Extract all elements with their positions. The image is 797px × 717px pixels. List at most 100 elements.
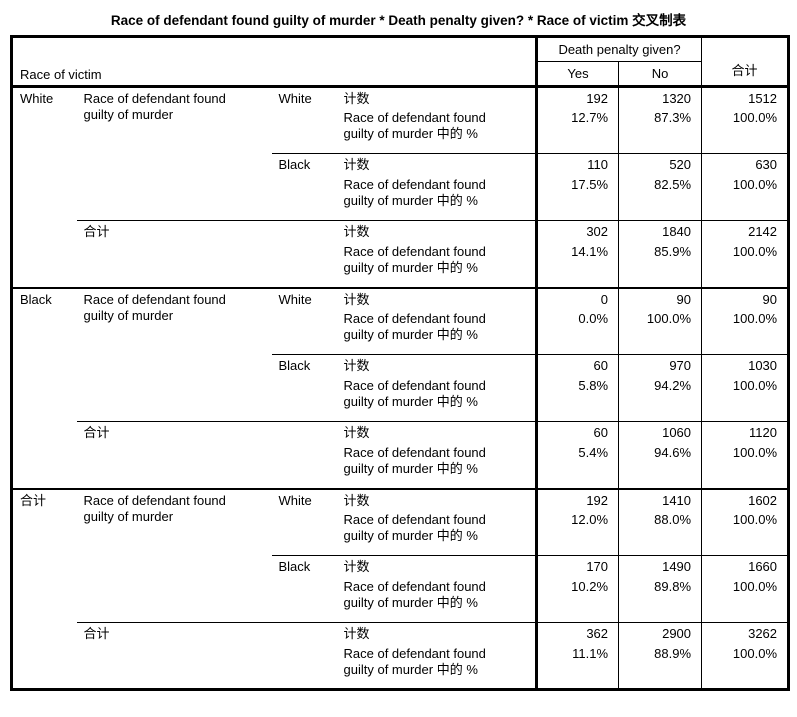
percent-yes-cell: 17.5% [535,175,619,221]
percent-no-cell: 88.9% [618,644,702,690]
table-row: 合计 计数 302 1840 2142 [12,220,789,288]
percent-stat-label: Race of defendant found guilty of murder… [337,310,537,355]
count-stat-label: 计数 [336,85,537,109]
percent-stat-label: Race of defendant found guilty of murder… [337,243,537,288]
total-column-header: 合计 [701,36,789,88]
percent-stat-line2: guilty of murder 中的 % [343,393,478,409]
percent-stat-label: Race of defendant found guilty of murder… [337,176,537,221]
percent-no-cell: 88.0% [618,510,702,556]
table-row: Black 计数 110 520 630 [12,153,789,221]
defendant-variable-line2: guilty of murder [83,307,174,323]
percent-total-cell: 100.0% [701,309,789,355]
percent-total-cell: 100.0% [701,242,789,288]
percent-no-cell: 89.8% [618,577,702,623]
defendant-variable-label: Race of defendant found guilty of murder [76,487,272,623]
percent-yes-cell: 14.1% [535,242,619,288]
count-yes-cell: 60 [535,354,619,377]
table-row: 合计 Race of defendant found guilty of mur… [11,487,789,690]
defendant-category-label: White [271,286,337,355]
percent-stat-label: Race of defendant found guilty of murder… [337,377,537,422]
percent-stat-line2: guilty of murder 中的 % [343,259,478,275]
percent-no-cell: 82.5% [618,175,702,221]
percent-stat-line1: Race of defendant found [343,176,486,192]
victim-label: White [11,85,77,288]
table-row: Race of defendant found guilty of murder… [12,443,789,489]
count-no-cell: 970 [618,354,702,377]
count-total-cell: 1030 [701,354,789,377]
table-row: Race of defendant found guilty of murder… [12,242,789,288]
percent-total-cell: 100.0% [701,443,789,489]
victim-label: 合计 [11,487,77,690]
column-dimension-header: Death penalty given? [535,36,702,62]
defendant-category-label: White [271,487,337,556]
percent-stat-line1: Race of defendant found [343,511,486,527]
column-header-yes: Yes [535,61,619,88]
table-row: Race of defendant found guilty of murder… [12,577,789,623]
defendant-variable-label: Race of defendant found guilty of murder [76,85,272,221]
defendant-variable-line1: Race of defendant found [83,291,226,307]
count-stat-label: 计数 [336,286,537,310]
percent-stat-line1: Race of defendant found [343,310,486,326]
section-total-label: 合计 [76,622,337,690]
count-no-cell: 2900 [618,622,702,645]
percent-stat-line1: Race of defendant found [343,243,486,259]
count-yes-cell: 110 [535,153,619,176]
table-row: Race of defendant found guilty of murder… [12,309,789,355]
count-stat-label: 计数 [336,487,537,511]
percent-stat-line2: guilty of murder 中的 % [343,527,478,543]
percent-stat-line1: Race of defendant found [343,444,486,460]
percent-stat-line1: Race of defendant found [343,578,486,594]
table-row: Race of defendant found guilty of murder… [12,376,789,422]
percent-total-cell: 100.0% [701,577,789,623]
count-yes-cell: 60 [535,421,619,444]
defendant-variable-label: Race of defendant found guilty of murder [76,286,272,422]
percent-stat-label: Race of defendant found guilty of murder… [337,109,537,154]
column-header-no: No [618,61,702,88]
percent-stat-line2: guilty of murder 中的 % [343,594,478,610]
defendant-variable-line2: guilty of murder [83,107,174,122]
percent-stat-label: Race of defendant found guilty of murder… [337,578,537,623]
count-yes-cell: 192 [535,487,619,511]
percent-total-cell: 100.0% [701,108,789,154]
table-row: Race of defendant found guilty of murder… [12,510,789,556]
percent-total-cell: 100.0% [701,376,789,422]
percent-stat-line2: guilty of murder 中的 % [343,460,478,476]
count-no-cell: 1320 [618,85,702,109]
defendant-category-label: Black [271,555,337,623]
count-total-cell: 90 [701,286,789,310]
percent-yes-cell: 5.8% [535,376,619,422]
defendant-category-label: Black [271,354,337,422]
table-row: 合计 计数 362 2900 3262 [12,622,789,690]
percent-stat-line2: guilty of murder 中的 % [343,661,478,677]
table-title: Race of defendant found guilty of murder… [110,13,687,28]
count-no-cell: 1840 [618,220,702,243]
table-row: Black 计数 170 1490 1660 [12,555,789,623]
percent-total-cell: 100.0% [701,644,789,690]
percent-total-cell: 100.0% [701,175,789,221]
count-total-cell: 2142 [701,220,789,243]
count-no-cell: 90 [618,286,702,310]
percent-stat-line1: Race of defendant found [343,645,486,661]
section-total-label: 合计 [76,220,337,288]
percent-stat-line1: Race of defendant found [343,109,486,125]
table-row: 合计 计数 60 1060 1120 [12,421,789,489]
count-total-cell: 630 [701,153,789,176]
percent-yes-cell: 10.2% [535,577,619,623]
percent-total-cell: 100.0% [701,510,789,556]
count-yes-cell: 362 [535,622,619,645]
row-dimension-label: Race of victim [11,36,537,88]
percent-stat-label: Race of defendant found guilty of murder… [337,444,537,489]
percent-no-cell: 94.2% [618,376,702,422]
percent-no-cell: 100.0% [618,309,702,355]
percent-stat-line2: guilty of murder 中的 % [343,125,478,141]
count-yes-cell: 192 [535,85,619,109]
victim-label: Black [11,286,77,489]
percent-yes-cell: 5.4% [535,443,619,489]
header-row-2: Yes No [12,61,789,88]
count-total-cell: 1120 [701,421,789,444]
percent-stat-line2: guilty of murder 中的 % [343,192,478,208]
defendant-variable-line1: Race of defendant found [83,492,226,508]
table-row: White Race of defendant found guilty of … [11,85,789,288]
percent-no-cell: 87.3% [618,108,702,154]
count-no-cell: 1410 [618,487,702,511]
